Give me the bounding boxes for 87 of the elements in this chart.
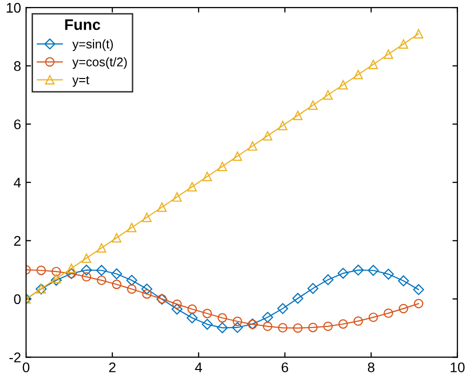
point <box>172 299 182 309</box>
point <box>323 90 333 100</box>
x-tick-label: 4 <box>195 362 202 372</box>
y-tick-label: 6 <box>14 119 21 130</box>
point <box>278 120 288 130</box>
point <box>353 70 363 80</box>
point <box>368 312 378 322</box>
point <box>398 275 409 286</box>
point <box>218 313 228 323</box>
point <box>202 318 213 330</box>
y-tick-label: 2 <box>14 236 21 246</box>
point <box>352 264 364 276</box>
x-tick-label: 6 <box>282 362 288 372</box>
point <box>262 312 274 323</box>
y-tick-label: 8 <box>14 61 21 72</box>
point <box>112 233 122 242</box>
point <box>307 282 318 294</box>
point <box>142 289 152 299</box>
point <box>202 308 212 318</box>
point <box>141 284 152 294</box>
legend-label: y=t <box>72 76 90 87</box>
point <box>216 322 228 334</box>
point <box>308 100 318 110</box>
point <box>50 274 62 286</box>
point <box>248 141 258 151</box>
point <box>398 304 408 314</box>
point <box>414 29 424 39</box>
point <box>262 131 272 140</box>
point <box>112 280 122 290</box>
point <box>368 264 379 276</box>
point <box>293 323 303 333</box>
point <box>384 308 394 318</box>
point <box>52 266 61 276</box>
point <box>187 304 197 314</box>
point <box>172 192 182 202</box>
point <box>232 151 242 161</box>
point <box>338 268 349 279</box>
point <box>80 264 92 276</box>
point <box>96 276 106 286</box>
y-tick-label: 0 <box>14 294 21 304</box>
point <box>414 298 424 308</box>
point <box>398 39 408 49</box>
point <box>218 162 228 172</box>
point <box>293 110 303 120</box>
legend-title: Func <box>65 19 100 30</box>
point <box>308 322 318 332</box>
point <box>338 80 348 90</box>
point <box>186 312 198 324</box>
point <box>232 322 243 333</box>
point <box>338 319 348 329</box>
point <box>127 222 136 232</box>
point <box>172 304 183 315</box>
point <box>66 264 76 274</box>
point <box>126 274 138 286</box>
x-tick-label: 8 <box>368 362 374 372</box>
point <box>368 60 378 70</box>
x-tick-label: 0 <box>22 362 30 372</box>
point <box>277 303 288 314</box>
y-tick-label: 4 <box>14 178 21 188</box>
y-tick-label: -2 <box>9 352 21 362</box>
point <box>96 264 108 276</box>
point <box>127 284 136 294</box>
point <box>142 212 152 222</box>
x-tick-label: 2 <box>109 362 116 372</box>
point <box>322 274 334 286</box>
point <box>262 322 272 332</box>
point <box>187 182 197 192</box>
point <box>278 323 288 332</box>
point <box>82 253 92 263</box>
point <box>353 316 363 326</box>
point <box>157 202 167 212</box>
y-tick-label: 10 <box>6 2 21 13</box>
point <box>292 292 304 304</box>
legend-label: y=sin(t) <box>72 39 113 51</box>
point <box>111 268 122 280</box>
point <box>202 172 212 182</box>
point <box>323 322 333 332</box>
point <box>52 274 61 284</box>
point <box>82 272 92 282</box>
point <box>384 49 394 59</box>
legend-label: y=cos(t/2) <box>72 57 127 69</box>
point <box>232 316 242 326</box>
point <box>36 266 46 276</box>
x-tick-label: 10 <box>450 362 465 372</box>
point <box>413 284 424 296</box>
point <box>96 243 106 253</box>
point <box>382 268 394 280</box>
